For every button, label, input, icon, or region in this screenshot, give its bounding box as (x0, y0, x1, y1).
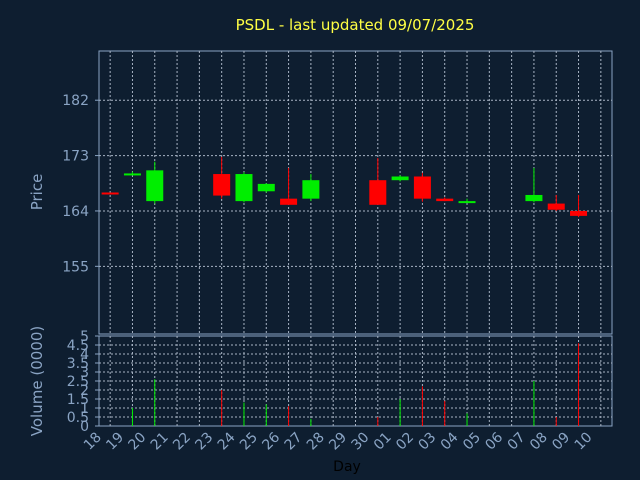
volume-tick-label: 1 (80, 401, 89, 417)
candle-27 (302, 174, 320, 202)
candle-19 (123, 171, 141, 176)
price-axis-label: Price (28, 174, 46, 211)
volume-tick-label: 5 (80, 329, 89, 345)
candle-26 (280, 167, 298, 205)
x-tick-label: 25 (237, 430, 261, 454)
candle-24 (235, 172, 253, 203)
x-tick-label: 27 (282, 430, 306, 454)
candle-body (525, 194, 543, 202)
x-tick-label: 24 (215, 429, 239, 453)
volume-tick-label: 1.5 (67, 392, 89, 408)
x-tick-label: 30 (349, 430, 373, 454)
chart-title: PSDL - last updated 09/07/2025 (236, 16, 475, 34)
candle-body (436, 198, 454, 202)
candle-04 (458, 198, 476, 204)
candles (101, 156, 588, 218)
candle-body (280, 198, 298, 205)
price-tick-label: 173 (62, 149, 89, 165)
x-tick-label: 21 (148, 430, 172, 454)
candle-body (547, 203, 565, 210)
volume-bars (131, 343, 580, 426)
x-tick-label: 20 (126, 430, 150, 454)
x-tick-label: 26 (259, 429, 283, 453)
candle-01 (391, 175, 409, 182)
x-tick-label: 22 (170, 430, 194, 454)
volume-tick-label: 4 (80, 347, 89, 363)
candle-23 (213, 156, 231, 199)
x-tick-label: 10 (572, 430, 596, 454)
x-tick-label: 06 (482, 429, 506, 453)
price-grid (99, 51, 612, 334)
candle-body (235, 174, 253, 202)
volume-y-axis: 00.511.522.533.544.55 (67, 329, 99, 435)
candle-30 (369, 158, 387, 205)
candle-body (257, 183, 275, 192)
volume-tick-label: 2 (80, 383, 89, 399)
volume-grid (99, 336, 612, 426)
candle-body (101, 192, 119, 195)
volume-tick-label: 0 (80, 419, 89, 435)
candle-07 (525, 167, 543, 203)
x-tick-label: 07 (505, 430, 529, 454)
candle-body (123, 173, 141, 176)
x-tick-label: 29 (326, 430, 350, 454)
candle-body (146, 170, 164, 202)
volume-tick-label: 3.5 (67, 356, 89, 372)
candle-09 (570, 194, 588, 218)
x-tick-label: 03 (415, 430, 439, 454)
candle-08 (547, 194, 565, 211)
candle-body (570, 210, 588, 216)
candle-body (458, 201, 476, 204)
x-tick-label: 28 (304, 430, 328, 454)
volume-tick-label: 4.5 (67, 338, 89, 354)
candle-body (391, 176, 409, 181)
candle-body (413, 176, 431, 199)
volume-tick-label: 2.5 (67, 374, 89, 390)
candle-25 (257, 183, 275, 193)
x-tick-label: 23 (192, 430, 216, 454)
x-axis: 1819202122232425262728293001020304050607… (81, 429, 596, 453)
x-tick-label: 19 (103, 430, 127, 454)
volume-axis-label: Volume (0000) (28, 326, 46, 436)
x-tick-label: 01 (371, 430, 395, 454)
x-axis-label: Day (333, 459, 361, 475)
price-tick-label: 182 (62, 93, 89, 109)
x-tick-label: 05 (460, 430, 484, 454)
candle-18 (101, 192, 119, 195)
price-tick-label: 155 (62, 259, 89, 275)
x-tick-label: 09 (549, 430, 573, 454)
x-tick-label: 04 (438, 429, 462, 453)
candle-body (369, 180, 387, 205)
candle-03 (436, 197, 454, 202)
candle-20 (146, 161, 164, 204)
candle-body (302, 180, 320, 199)
candle-body (213, 174, 231, 196)
price-tick-label: 164 (62, 204, 89, 220)
x-tick-label: 08 (527, 430, 551, 454)
volume-tick-label: 0.5 (67, 410, 89, 426)
volume-tick-label: 3 (80, 365, 89, 381)
price-y-axis: 155 164 173 182 (62, 93, 99, 275)
x-tick-label: 02 (393, 430, 417, 454)
candle-02 (413, 172, 431, 202)
